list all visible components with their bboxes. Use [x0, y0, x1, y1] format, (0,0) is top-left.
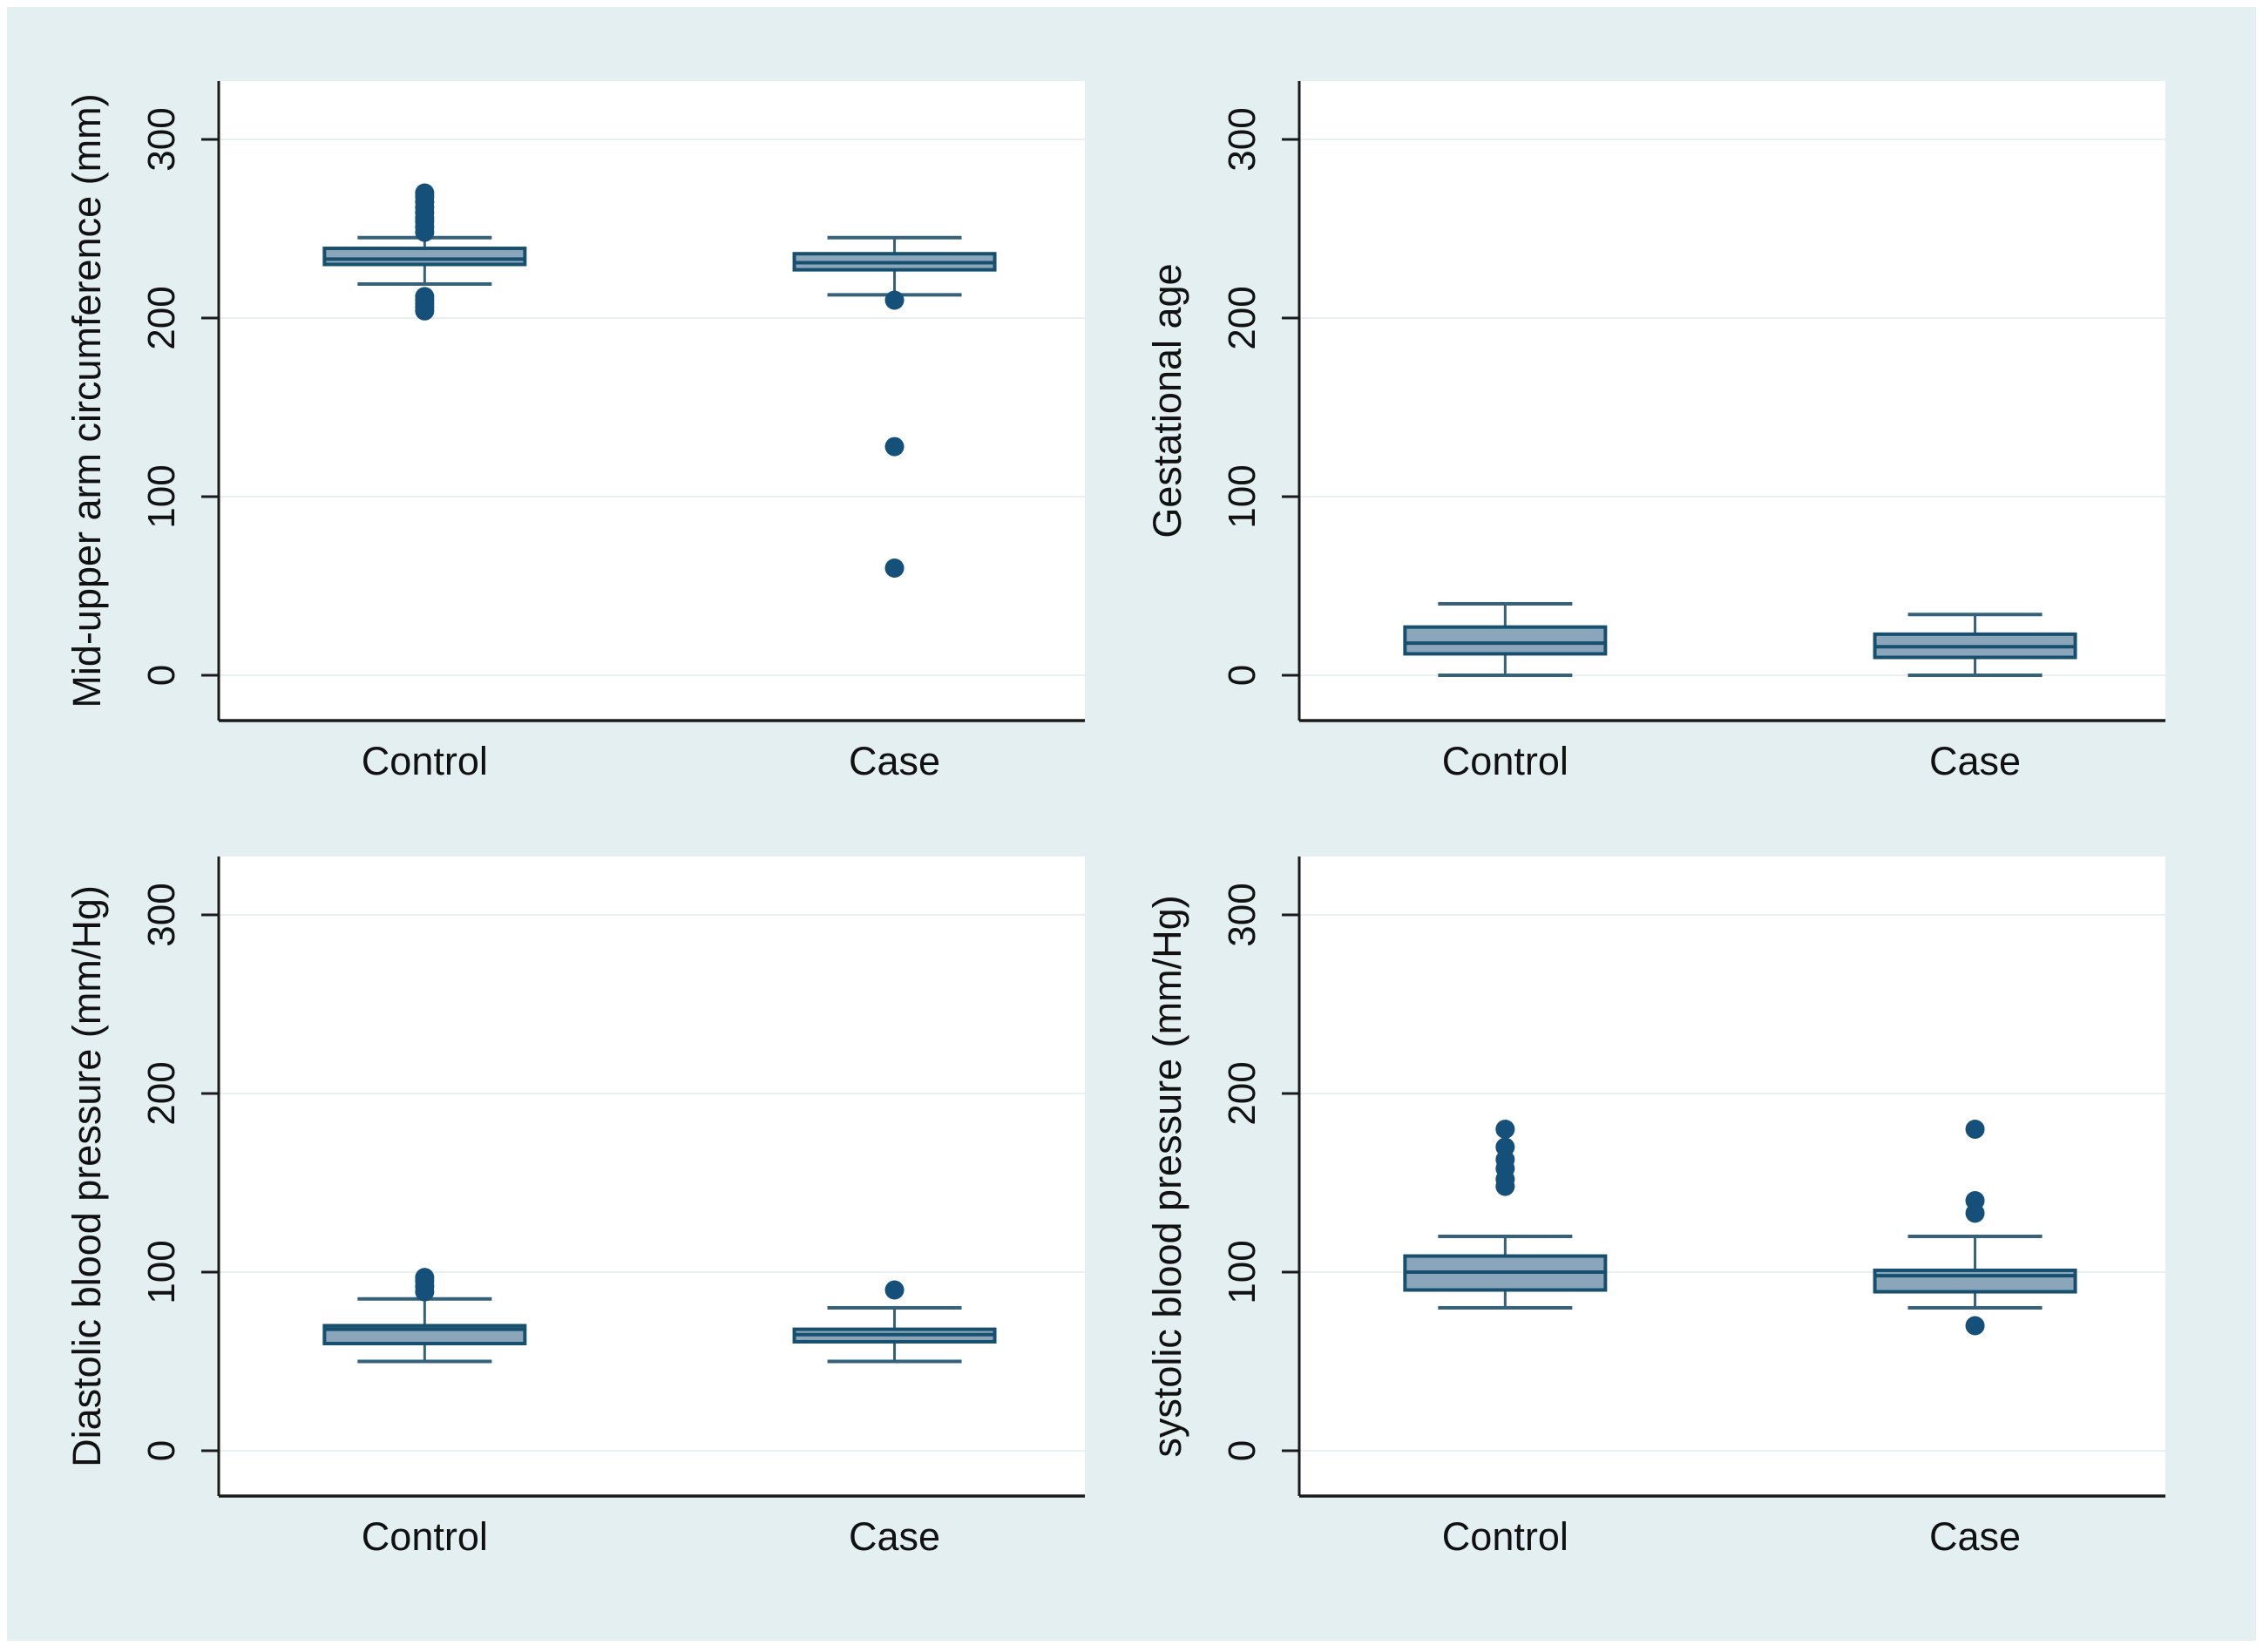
- outlier-dot: [1495, 1137, 1515, 1157]
- y-tick-label: 200: [140, 286, 183, 349]
- y-tick-label: 100: [1221, 464, 1264, 528]
- y-axis-title: systolic blood pressure (mm/Hg): [1145, 895, 1189, 1457]
- x-category-label: Control: [1442, 1514, 1569, 1559]
- plot-area: [220, 81, 1085, 721]
- panel-systolic-bp: systolic blood pressure (mm/Hg) 0 100 200 3…: [1145, 856, 2165, 1559]
- y-tick-label: 200: [1221, 1061, 1264, 1125]
- y-tick-label: 0: [1221, 1440, 1264, 1461]
- panel-gestational-age: Gestational age 0 100 200 300 Control Case: [1145, 81, 2165, 783]
- panel-diastolic-bp: Diastolic blood pressure (mm/Hg) 0 100 200…: [64, 856, 1085, 1559]
- box: [1403, 625, 1608, 656]
- outlier-dot: [1965, 1316, 1985, 1336]
- y-tick-label: 300: [140, 107, 183, 171]
- plot-area: [1300, 856, 2165, 1496]
- outlier-dot: [884, 559, 905, 578]
- x-category-label: Case: [1929, 1514, 2021, 1559]
- y-tick-label: 200: [1221, 286, 1264, 349]
- box: [1873, 1268, 2077, 1294]
- y-tick-label: 0: [1221, 665, 1264, 686]
- y-tick-label: 0: [140, 665, 183, 686]
- y-tick-label: 200: [140, 1061, 183, 1125]
- x-category-label: Control: [1442, 739, 1569, 783]
- x-category-label: Control: [362, 739, 488, 783]
- outlier-dot: [884, 437, 905, 457]
- y-axis-title: Mid-upper arm circumference (mm): [64, 93, 109, 708]
- box: [322, 247, 527, 267]
- x-category-label: Case: [849, 1514, 940, 1559]
- outlier-dot: [1965, 1191, 1985, 1210]
- x-category-label: Control: [362, 1514, 488, 1559]
- outlier-dot: [1965, 1120, 1985, 1139]
- x-category-label: Case: [849, 739, 940, 783]
- y-tick-label: 100: [1221, 1240, 1264, 1303]
- y-axis-title: Diastolic blood pressure (mm/Hg): [64, 885, 109, 1467]
- plot-area: [1300, 81, 2165, 721]
- outlier-dot: [884, 1280, 905, 1300]
- y-axis-title: Gestational age: [1145, 263, 1189, 538]
- outlier-dot: [415, 1268, 435, 1288]
- outlier-dot: [884, 290, 905, 310]
- y-tick-label: 300: [140, 883, 183, 946]
- y-tick-label: 300: [1221, 883, 1264, 946]
- panel-muac: Mid-upper arm circumference (mm) 0 100 200…: [64, 81, 1085, 783]
- outlier-dot: [415, 183, 435, 203]
- y-tick-label: 0: [140, 1440, 183, 1461]
- plot-area: [220, 856, 1085, 1496]
- y-tick-label: 100: [140, 1240, 183, 1303]
- outlier-dot: [1495, 1120, 1515, 1139]
- y-tick-label: 300: [1221, 107, 1264, 171]
- x-category-label: Case: [1929, 739, 2021, 783]
- outlier-dot: [415, 287, 435, 307]
- y-tick-label: 100: [140, 464, 183, 528]
